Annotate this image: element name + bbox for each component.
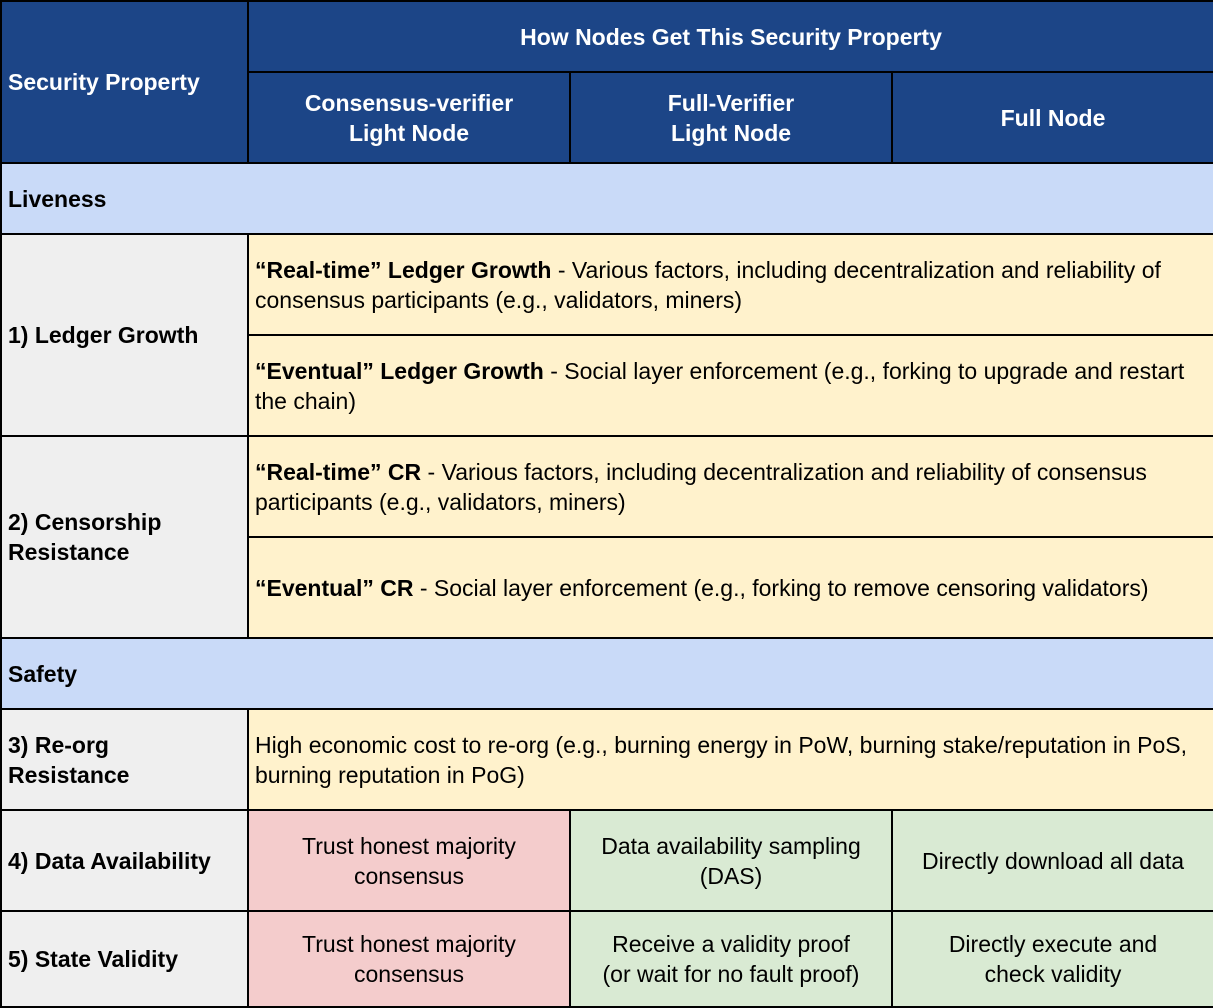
data-availability-full-verifier-cell: Data availability sampling (DAS) (569, 809, 893, 912)
security-property-header: Security Property (0, 0, 249, 164)
how-nodes-header: How Nodes Get This Security Property (246, 0, 1213, 73)
safety-section-label: Safety (0, 637, 1213, 710)
liveness-section-label: Liveness (0, 162, 1213, 235)
state-validity-label: 5) State Validity (0, 910, 249, 1008)
state-validity-full-verifier-cell: Receive a validity proof (or wait for no… (569, 910, 893, 1008)
reorg-row: 3) Re-org Resistance High economic cost … (0, 708, 1213, 811)
ledger-growth-eventual-cell: “Eventual” Ledger Growth - Social layer … (246, 334, 1213, 437)
state-validity-row: 5) State Validity Trust honest majority … (0, 910, 1213, 1008)
censorship-row-eventual: “Eventual” CR - Social layer enforcement… (1, 536, 1213, 639)
ledger-growth-realtime-cell: “Real-time” Ledger Growth - Various fact… (246, 233, 1213, 336)
state-validity-consensus-verifier-cell: Trust honest majority consensus (247, 910, 571, 1008)
full-node-header: Full Node (890, 71, 1213, 164)
ledger-growth-row-eventual: “Eventual” Ledger Growth - Social layer … (1, 334, 1213, 437)
ledger-growth-label: 1) Ledger Growth (0, 233, 249, 437)
reorg-resistance-label: 3) Re-org Resistance (0, 708, 249, 811)
censorship-realtime-cell: “Real-time” CR - Various factors, includ… (246, 435, 1213, 538)
reorg-cell: High economic cost to re-org (e.g., burn… (246, 708, 1213, 811)
ledger-growth-row-realtime: 1) Ledger Growth “Real-time” Ledger Grow… (0, 233, 1213, 437)
data-availability-row: 4) Data Availability Trust honest majori… (0, 809, 1213, 912)
data-availability-consensus-verifier-cell: Trust honest majority consensus (247, 809, 571, 912)
header-row-top: Security Property How Nodes Get This Sec… (0, 0, 1213, 164)
state-validity-full-node-cell: Directly execute and check validity (890, 910, 1213, 1008)
data-availability-label: 4) Data Availability (0, 809, 249, 912)
full-verifier-light-node-header: Full-Verifier Light Node (569, 71, 893, 164)
header-row-columns: Consensus-verifier Light Node Full-Verif… (1, 71, 1213, 164)
censorship-eventual-cell: “Eventual” CR - Social layer enforcement… (246, 536, 1213, 639)
censorship-row-realtime: 2) Censorship Resistance “Real-time” CR … (0, 435, 1213, 639)
consensus-verifier-light-node-header: Consensus-verifier Light Node (247, 71, 571, 164)
censorship-resistance-label: 2) Censorship Resistance (0, 435, 249, 639)
liveness-section-row: Liveness (0, 162, 1213, 235)
data-availability-full-node-cell: Directly download all data (890, 809, 1213, 912)
safety-section-row: Safety (0, 637, 1213, 710)
